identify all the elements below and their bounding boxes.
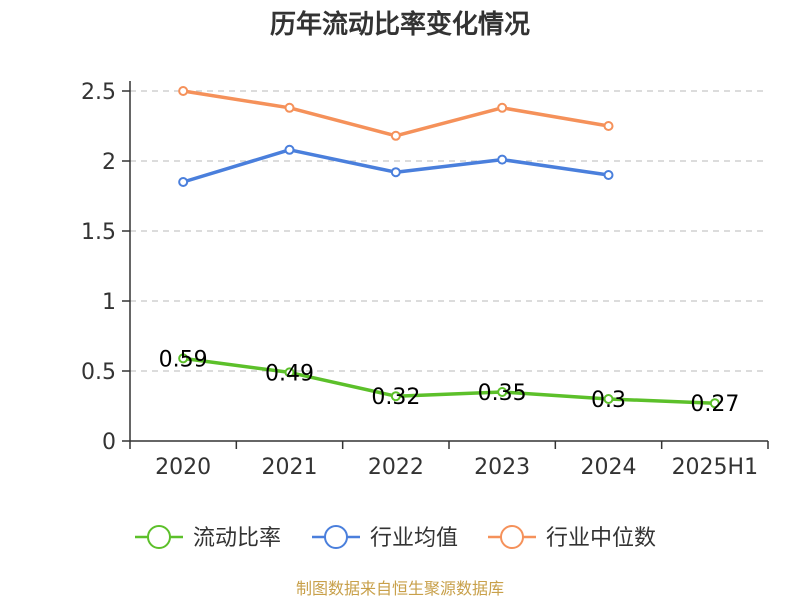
x-tick-label: 2022 bbox=[368, 455, 424, 480]
data-point bbox=[497, 387, 508, 397]
data-point bbox=[603, 170, 614, 180]
data-point bbox=[709, 398, 720, 409]
data-point bbox=[497, 102, 508, 113]
legend: 流动比率 行业均值 行业中位数 bbox=[135, 525, 656, 551]
x-tick-label: 2023 bbox=[474, 455, 530, 480]
x-tick-label: 2025H1 bbox=[672, 455, 759, 480]
data-point bbox=[178, 86, 189, 96]
y-tick-label: 1.5 bbox=[81, 220, 116, 245]
legend-label: 行业均值 bbox=[370, 526, 458, 551]
data-point bbox=[603, 394, 614, 404]
data-point bbox=[178, 353, 189, 364]
x-tick-label: 2021 bbox=[262, 455, 318, 480]
legend-label: 行业中位数 bbox=[546, 526, 656, 551]
y-tick-label: 2 bbox=[102, 150, 116, 175]
y-tick-label: 0.5 bbox=[81, 360, 116, 385]
grid-lines bbox=[130, 90, 768, 372]
legend-marker bbox=[147, 525, 171, 549]
chart-title: 历年流动比率变化情况 bbox=[270, 9, 530, 40]
data-point bbox=[497, 154, 508, 165]
legend-marker bbox=[324, 525, 348, 549]
data-label: 0.32 bbox=[371, 385, 420, 410]
data-label: 0.27 bbox=[690, 392, 739, 417]
series-line-0 bbox=[182, 356, 715, 405]
legend-label: 流动比率 bbox=[193, 526, 281, 551]
data-label: 0.49 bbox=[265, 361, 314, 386]
data-labels: 0.59 0.49 0.32 0.35 0.3 0.27 bbox=[159, 347, 740, 417]
axes: 0 0.5 1 1.5 2 2.5 2020 2021 2022 2023 2024 2025H1 bbox=[81, 80, 769, 480]
data-point bbox=[390, 167, 401, 178]
data-point bbox=[390, 391, 401, 402]
data-point bbox=[284, 144, 295, 155]
y-tick-label: 2.5 bbox=[81, 80, 116, 105]
x-tick-label: 2024 bbox=[581, 455, 637, 480]
data-label: 0.3 bbox=[591, 388, 626, 413]
data-point bbox=[178, 177, 189, 187]
series-line-2 bbox=[182, 89, 609, 138]
data-point bbox=[284, 102, 295, 113]
legend-marker bbox=[500, 525, 524, 549]
series-group bbox=[178, 86, 720, 409]
y-tick-label: 1 bbox=[102, 290, 116, 315]
source-note: 制图数据来自恒生聚源数据库 bbox=[296, 579, 504, 598]
data-point bbox=[603, 121, 614, 131]
data-label: 0.35 bbox=[478, 381, 527, 406]
x-tick-label: 2020 bbox=[155, 455, 211, 480]
data-label: 0.59 bbox=[159, 347, 208, 372]
y-tick-label: 0 bbox=[102, 430, 116, 455]
data-point bbox=[284, 367, 295, 378]
data-point bbox=[390, 130, 401, 141]
